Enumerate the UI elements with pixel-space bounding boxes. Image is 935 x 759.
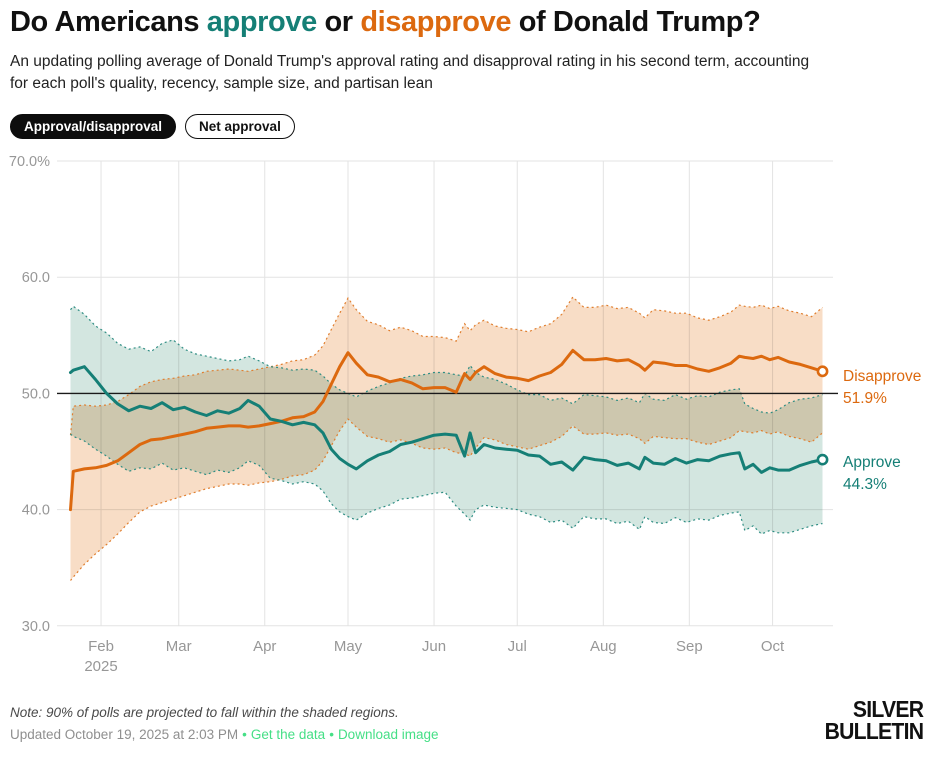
subtitle-line2: for each poll's quality, recency, sample…	[10, 75, 433, 92]
x-axis-tick-label: May	[334, 638, 363, 655]
separator-dot: •	[329, 727, 334, 742]
approve-band	[70, 306, 823, 534]
approve-band-upper-edge	[70, 305, 823, 414]
x-axis-tick-label: Aug	[590, 638, 617, 655]
x-axis-tick-label: Feb	[88, 638, 114, 655]
title-disapprove-word: disapprove	[360, 6, 512, 38]
subtitle-line1: An updating polling average of Donald Tr…	[10, 53, 810, 70]
x-axis-tick-label: Jul	[508, 638, 527, 655]
toggle-net-approval[interactable]: Net approval	[185, 114, 295, 139]
y-axis-tick-label: 30.0	[22, 619, 50, 635]
title-suffix: of Donald Trump?	[511, 6, 761, 38]
disapprove-band-lower-edge	[70, 418, 823, 581]
updated-timestamp: Updated October 19, 2025 at 2:03 PM	[10, 727, 239, 742]
approve-band-lower-edge	[70, 433, 823, 535]
logo-line1: SILVER	[852, 696, 924, 722]
x-axis-tick-label: Mar	[166, 638, 192, 655]
x-axis-tick-label: Oct	[761, 638, 785, 655]
title-middle: or	[316, 6, 361, 38]
approve-value: 44.3%	[843, 475, 887, 493]
subtitle: An updating polling average of Donald Tr…	[10, 51, 922, 95]
title-prefix: Do Americans	[10, 6, 207, 38]
approve-line	[69, 365, 824, 474]
y-axis-tick-label: 60.0	[22, 270, 50, 286]
x-axis-tick-label: Sep	[676, 638, 703, 655]
approve-end-marker	[816, 453, 829, 466]
confidence-bands	[70, 297, 823, 581]
title-approve-word: approve	[206, 6, 317, 38]
y-axis-tick-label: 70.0%	[9, 154, 50, 170]
y-axis-tick-label: 50.0	[22, 386, 50, 402]
disapprove-band-upper-edge	[69, 296, 823, 436]
download-image-link[interactable]: Download image	[337, 727, 439, 742]
updated-line: Updated October 19, 2025 at 2:03 PM • Get …	[10, 727, 439, 742]
x-axis-year-label: 2025	[84, 658, 117, 675]
chart-note: Note: 90% of polls are projected to fall…	[10, 705, 399, 720]
disapprove-name: Disapprove	[843, 368, 922, 385]
logo-line2: BULLETIN	[824, 717, 923, 744]
disapprove-end-label: Disapprove 51.9%	[843, 366, 921, 409]
disapprove-end-marker	[816, 365, 829, 378]
toggle-approval-disapproval[interactable]: Approval/disapproval	[10, 114, 177, 139]
approve-name: Approve	[843, 454, 901, 471]
silver-bulletin-logo: SILVER BULLETIN	[824, 696, 924, 744]
approve-end-label: Approve 44.3%	[843, 452, 901, 495]
view-toggle-group: Approval/disapproval Net approval	[10, 114, 295, 139]
page-title: Do Americans approve or disapprove of Do…	[10, 6, 761, 39]
y-axis-tick-label: 40.0	[22, 503, 50, 519]
disapprove-line	[69, 348, 824, 512]
disapprove-value: 51.9%	[843, 389, 887, 407]
get-the-data-link[interactable]: Get the data	[250, 727, 326, 742]
x-axis-tick-label: Jun	[422, 638, 446, 655]
separator-dot: •	[242, 727, 247, 742]
x-axis-tick-label: Apr	[253, 638, 276, 655]
